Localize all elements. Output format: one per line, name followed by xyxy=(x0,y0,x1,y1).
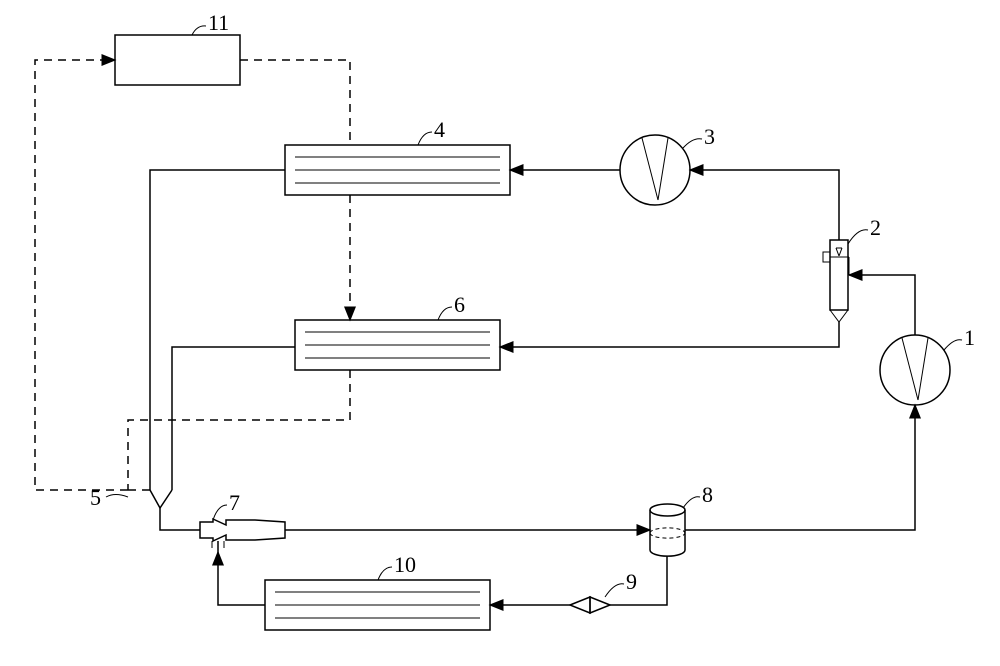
callout-9: 9 xyxy=(605,569,637,597)
flash-tank-8 xyxy=(650,504,685,556)
separator-2 xyxy=(823,240,848,322)
flow-comp1-to-sep2 xyxy=(849,275,915,335)
svg-text:4: 4 xyxy=(434,117,445,142)
ejector-7 xyxy=(200,519,285,552)
svg-text:5: 5 xyxy=(90,485,101,510)
flow-hx10-to-ej7 xyxy=(218,552,265,605)
signal-controller-to-hx4 xyxy=(240,60,350,145)
callout-5: 5 xyxy=(90,485,128,510)
svg-text:11: 11 xyxy=(208,10,229,35)
flow-sep2-to-hx6 xyxy=(500,322,839,347)
schematic-diagram: 11 4 3 2 1 6 5 7 8 9 10 xyxy=(0,0,1000,666)
flow-hx6-to-tee5 xyxy=(172,347,295,490)
svg-text:6: 6 xyxy=(454,292,465,317)
heat-exchanger-6 xyxy=(295,320,500,370)
svg-text:8: 8 xyxy=(702,482,713,507)
signal-hx6-return xyxy=(128,370,350,490)
svg-text:1: 1 xyxy=(964,325,975,350)
heat-exchanger-10 xyxy=(265,580,490,630)
callout-10: 10 xyxy=(378,552,416,580)
svg-text:9: 9 xyxy=(626,569,637,594)
flow-flash8-to-comp1 xyxy=(685,405,915,530)
callout-2: 2 xyxy=(848,215,881,244)
svg-text:10: 10 xyxy=(394,552,416,577)
compressor-3 xyxy=(620,135,690,205)
svg-text:2: 2 xyxy=(870,215,881,240)
flow-flash8-to-valve9 xyxy=(610,556,667,605)
flow-tee5-to-ej7 xyxy=(160,518,200,530)
callout-7: 7 xyxy=(213,490,240,520)
callout-8: 8 xyxy=(683,482,713,508)
flow-hx4-to-tee5 xyxy=(150,170,285,490)
expansion-valve-9 xyxy=(570,597,610,613)
callout-3: 3 xyxy=(683,124,715,149)
flow-sep2-to-comp3 xyxy=(690,170,839,240)
callout-6: 6 xyxy=(438,292,465,320)
signal-to-controller xyxy=(35,60,128,490)
compressor-1 xyxy=(880,335,950,405)
controller-box xyxy=(115,35,240,85)
callout-4: 4 xyxy=(418,117,445,145)
svg-text:3: 3 xyxy=(704,124,715,149)
callout-1: 1 xyxy=(944,325,975,350)
callout-11: 11 xyxy=(192,10,229,35)
svg-text:7: 7 xyxy=(229,490,240,515)
tee-junction-5 xyxy=(150,490,172,518)
heat-exchanger-4 xyxy=(285,145,510,195)
